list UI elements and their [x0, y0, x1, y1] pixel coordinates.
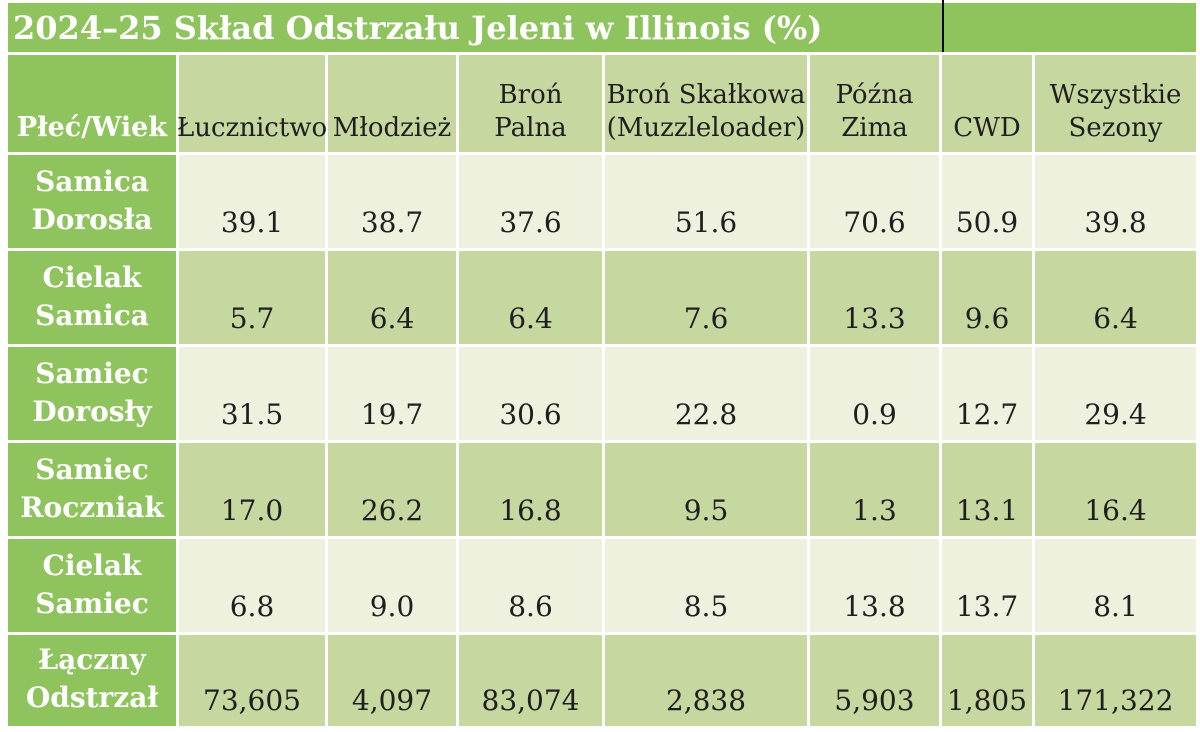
- data-cell: 6.8: [179, 539, 325, 632]
- row-label: Samica Dorosła: [8, 155, 176, 248]
- data-cell: 12.7: [942, 347, 1032, 440]
- data-cell: 171,322: [1035, 635, 1196, 726]
- row-label: Samiec Roczniak: [8, 443, 176, 536]
- data-cell: 73,605: [179, 635, 325, 726]
- data-cell: 83,074: [459, 635, 602, 726]
- data-cell: 6.4: [459, 251, 602, 344]
- data-cell: 8.6: [459, 539, 602, 632]
- column-header: Broń Palna: [459, 55, 602, 152]
- data-cell: 13.8: [810, 539, 939, 632]
- data-cell: 9.6: [942, 251, 1032, 344]
- data-cell: 31.5: [179, 347, 325, 440]
- column-header: Broń Skałkowa (Muzzleloader): [605, 55, 807, 152]
- data-cell: 6.4: [328, 251, 456, 344]
- data-cell: 9.0: [328, 539, 456, 632]
- data-cell: 7.6: [605, 251, 807, 344]
- data-cell: 70.6: [810, 155, 939, 248]
- row-label: Łączny Odstrzał: [8, 635, 176, 726]
- data-cell: 13.3: [810, 251, 939, 344]
- data-cell: 8.5: [605, 539, 807, 632]
- data-cell: 4,097: [328, 635, 456, 726]
- data-cell: 1,805: [942, 635, 1032, 726]
- data-cell: 5,903: [810, 635, 939, 726]
- data-cell: 16.8: [459, 443, 602, 536]
- column-header: Późna Zima: [810, 55, 939, 152]
- column-header: Wszystkie Sezony: [1035, 55, 1196, 152]
- data-cell: 26.2: [328, 443, 456, 536]
- row-label: Samiec Dorosły: [8, 347, 176, 440]
- table-title-bar: 2024–25 Skład Odstrzału Jeleni w Illinoi…: [8, 0, 1196, 52]
- data-cell: 37.6: [459, 155, 602, 248]
- corner-header: Płeć/Wiek: [8, 55, 176, 152]
- data-cell: 6.4: [1035, 251, 1196, 344]
- data-cell: 16.4: [1035, 443, 1196, 536]
- data-cell: 13.1: [942, 443, 1032, 536]
- column-header: Łucznictwo: [177, 55, 327, 152]
- data-cell: 5.7: [179, 251, 325, 344]
- data-cell: 17.0: [179, 443, 325, 536]
- data-cell: 29.4: [1035, 347, 1196, 440]
- data-cell: 1.3: [810, 443, 939, 536]
- data-cell: 8.1: [1035, 539, 1196, 632]
- data-cell: 30.6: [459, 347, 602, 440]
- row-label: Cielak Samica: [8, 251, 176, 344]
- data-cell: 22.8: [605, 347, 807, 440]
- data-cell: 2,838: [605, 635, 807, 726]
- data-cell: 13.7: [942, 539, 1032, 632]
- data-cell: 38.7: [328, 155, 456, 248]
- title-divider-line: [942, 0, 944, 52]
- data-cell: 39.8: [1035, 155, 1196, 248]
- data-cell: 39.1: [179, 155, 325, 248]
- data-cell: 0.9: [810, 347, 939, 440]
- table-title: 2024–25 Skład Odstrzału Jeleni w Illinoi…: [13, 8, 823, 47]
- column-header: CWD: [942, 55, 1032, 152]
- data-cell: 9.5: [605, 443, 807, 536]
- data-cell: 50.9: [942, 155, 1032, 248]
- row-label: Cielak Samiec: [8, 539, 176, 632]
- data-cell: 19.7: [328, 347, 456, 440]
- data-cell: 51.6: [605, 155, 807, 248]
- harvest-table: Płeć/Wiek Łucznictwo Młodzież Broń Palna Bro…: [8, 55, 1196, 726]
- column-header: Młodzież: [328, 55, 456, 152]
